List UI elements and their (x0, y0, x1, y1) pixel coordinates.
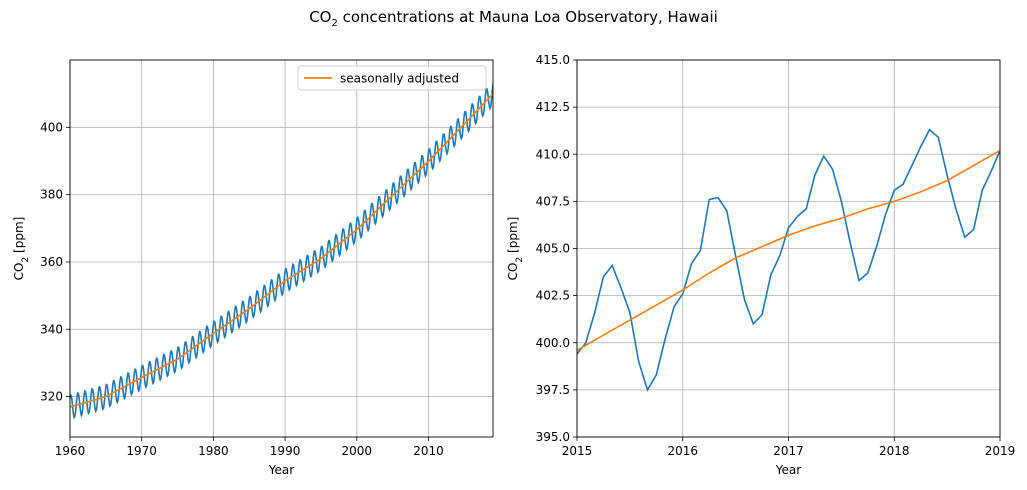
x-tick-label: 2017 (773, 444, 804, 458)
series-line-adjusted (577, 149, 1000, 351)
x-tick-label: 2010 (413, 444, 444, 458)
y-tick-label: 400.0 (536, 336, 570, 350)
y-tick-label: 400 (40, 120, 63, 134)
x-tick-label: 2019 (985, 444, 1016, 458)
legend-box (297, 65, 487, 91)
series-line-adjusted (70, 93, 493, 408)
y-axis-label: CO2 [ppm] (12, 217, 31, 281)
legend-label: seasonally adjusted (340, 72, 459, 86)
y-axis-label: CO2 [ppm] (506, 217, 525, 281)
y-tick-label: 380 (40, 188, 63, 202)
y-tick-label: 320 (40, 390, 63, 404)
series-line-raw (577, 128, 1000, 392)
axes-frame (69, 59, 494, 438)
x-axis-label: Year (268, 463, 294, 477)
x-tick-label: 1970 (126, 444, 157, 458)
figure-title: CO2 concentrations at Mauna Loa Observat… (309, 8, 718, 29)
y-tick-label: 397.5 (536, 383, 570, 397)
y-tick-label: 405.0 (536, 242, 570, 256)
x-tick-label: 1980 (198, 444, 229, 458)
y-tick-label: 402.5 (536, 289, 570, 303)
x-tick-label: 2018 (879, 444, 910, 458)
y-tick-label: 360 (40, 255, 63, 269)
x-axis-label: Year (775, 463, 801, 477)
y-tick-label: 395.0 (536, 430, 570, 444)
right-chart-panel: 2015 2016 2017 2018 2019 395.0 397.5 400.0 402.5… (506, 53, 1015, 477)
y-tick-label: 340 (40, 322, 63, 336)
x-tick-label: 2000 (342, 444, 373, 458)
x-tick-label: 2016 (667, 444, 698, 458)
y-tick-label: 412.5 (536, 100, 570, 114)
y-tick-label: 407.5 (536, 194, 570, 208)
y-tick-label: 410.0 (536, 147, 570, 161)
series-line-raw (70, 81, 493, 420)
left-chart-panel: 1960 1970 1980 1990 2000 2010 320 340 360 380 400 Y… (12, 59, 494, 477)
x-tick-label: 1960 (55, 444, 86, 458)
x-tick-label: 1990 (270, 444, 301, 458)
x-tick-label: 2015 (562, 444, 593, 458)
y-tick-label: 415.0 (536, 53, 570, 67)
